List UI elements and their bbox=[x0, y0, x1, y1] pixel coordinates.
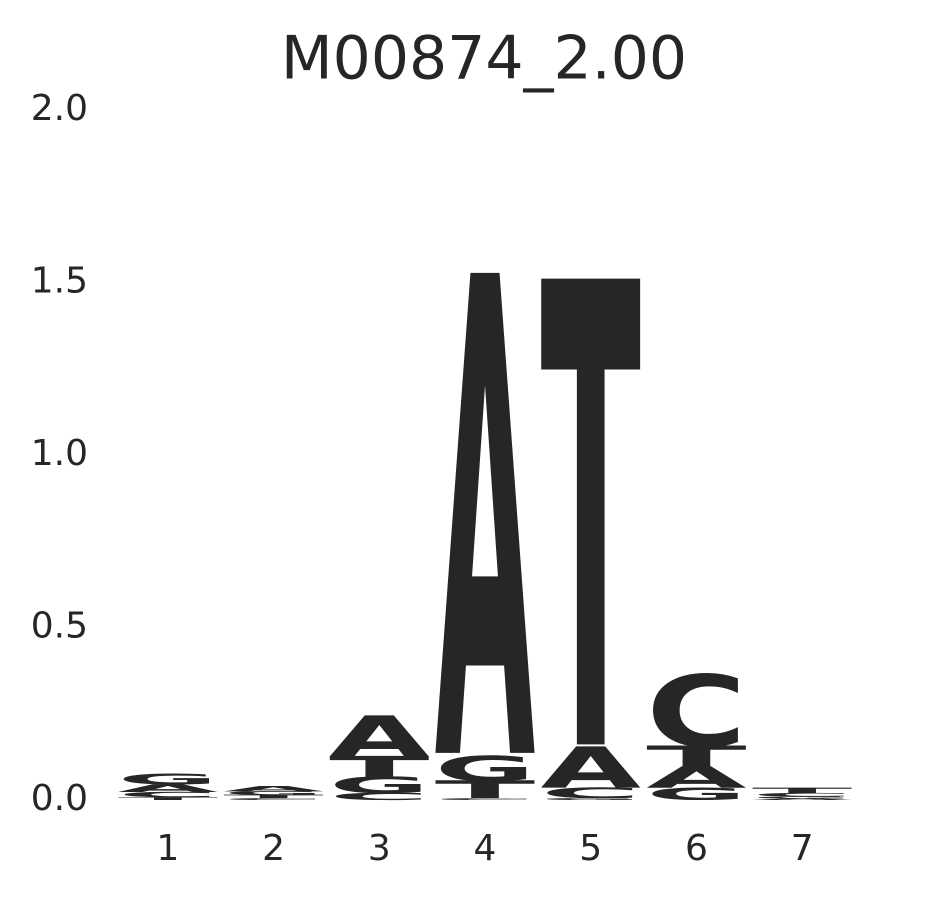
logo-letter: C bbox=[752, 792, 852, 798]
x-tick-label: 5 bbox=[579, 828, 602, 869]
chart-title: M00874_2.00 bbox=[281, 24, 687, 94]
logo-letter: T bbox=[118, 796, 218, 801]
logo-letter: T bbox=[646, 740, 746, 774]
logo-letter: A bbox=[435, 141, 536, 900]
y-tick-label: 1.5 bbox=[31, 261, 88, 302]
logo-letter: C bbox=[646, 655, 746, 770]
y-tick-label: 0.5 bbox=[31, 606, 88, 647]
x-tick-label: 7 bbox=[791, 828, 814, 869]
x-tick-label: 2 bbox=[262, 828, 285, 869]
logo-letter: G bbox=[435, 749, 535, 789]
y-tick-label: 1.0 bbox=[31, 433, 88, 474]
logo-letter: G bbox=[329, 772, 429, 798]
logo-letter: A bbox=[118, 782, 218, 795]
x-tick-label: 6 bbox=[685, 828, 708, 869]
logo-letter: T bbox=[329, 750, 429, 784]
logo-letter: A bbox=[646, 761, 747, 795]
logo-letter: C bbox=[541, 785, 641, 802]
logo-letter: G bbox=[752, 796, 852, 799]
logo-letter: G bbox=[646, 784, 746, 804]
logo-letter: A bbox=[223, 785, 323, 794]
x-tick-label: 4 bbox=[474, 828, 497, 869]
x-tick-label: 1 bbox=[156, 828, 179, 869]
y-tick-label: 2.0 bbox=[31, 88, 88, 129]
x-tick-label: 3 bbox=[368, 828, 391, 869]
logo-letter: G bbox=[223, 790, 323, 796]
logo-letter: G bbox=[541, 798, 641, 801]
logo-letter: T bbox=[541, 153, 642, 896]
logo-letter: C bbox=[118, 790, 218, 799]
y-tick-label: 0.0 bbox=[31, 778, 88, 819]
logo-letter: A bbox=[541, 735, 641, 801]
logo-letter: C bbox=[435, 798, 535, 801]
logo-letter: G bbox=[118, 771, 218, 788]
logo-letter: A bbox=[329, 704, 429, 770]
logo-letter: C bbox=[223, 798, 323, 801]
logo-letter: T bbox=[223, 794, 323, 800]
logo-letter: T bbox=[752, 786, 852, 795]
logo-letter: A bbox=[752, 798, 852, 801]
logo-letter: C bbox=[329, 791, 429, 802]
logo-letter: T bbox=[435, 775, 535, 804]
